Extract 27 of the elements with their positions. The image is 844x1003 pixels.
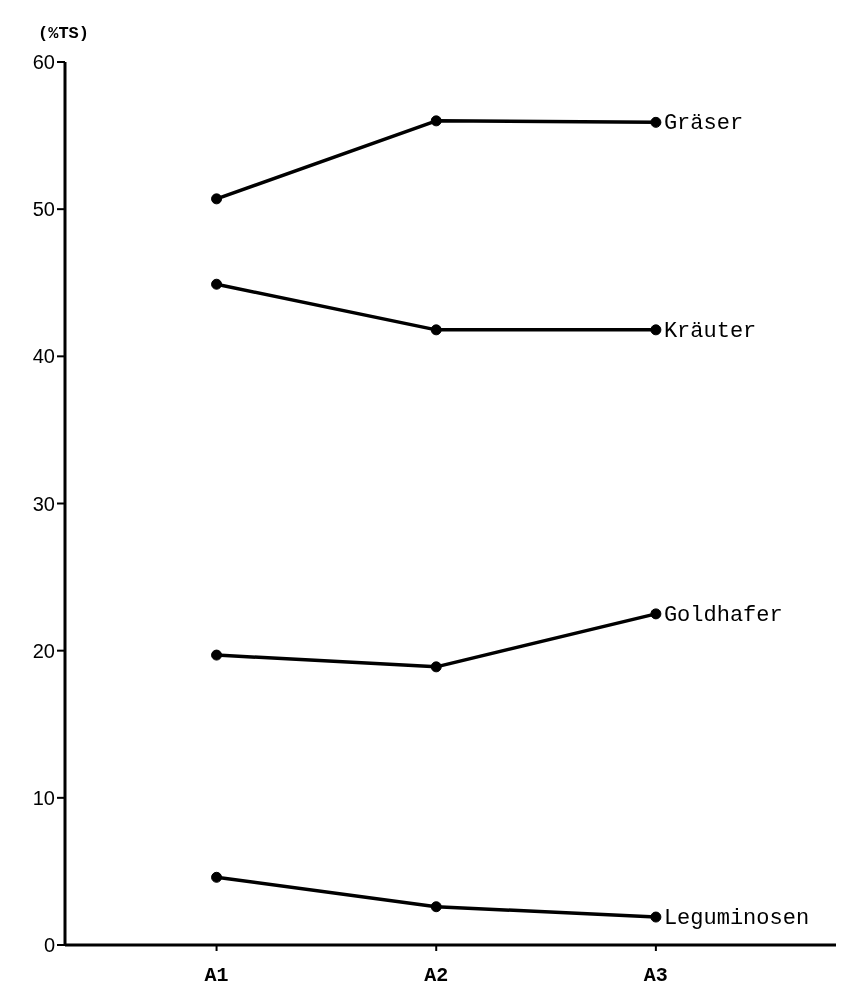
series-label: Gräser bbox=[663, 111, 744, 137]
y-tick-label: 60 bbox=[32, 51, 55, 74]
y-tick-label: 30 bbox=[32, 492, 55, 515]
series-label: Kräuter bbox=[663, 318, 757, 344]
point bbox=[430, 115, 442, 127]
point bbox=[650, 911, 662, 923]
point bbox=[211, 871, 223, 883]
point bbox=[211, 193, 223, 205]
y-tick-label: 40 bbox=[32, 345, 55, 368]
series-label: Leguminosen bbox=[663, 906, 810, 932]
point bbox=[430, 901, 442, 913]
y-tick-label: 20 bbox=[32, 639, 55, 662]
x-tick-label: A3 bbox=[643, 964, 668, 988]
point bbox=[211, 278, 223, 290]
x-tick-label: A2 bbox=[424, 964, 449, 988]
point bbox=[650, 608, 662, 620]
y-tick-label: 0 bbox=[43, 934, 55, 957]
point bbox=[650, 116, 662, 128]
x-tick-label: A1 bbox=[204, 964, 229, 988]
y-tick-label: 10 bbox=[32, 786, 55, 809]
point bbox=[430, 661, 442, 673]
y-axis-title: (%TS) bbox=[38, 24, 90, 43]
point bbox=[430, 324, 442, 336]
series-label: Goldhafer bbox=[663, 602, 783, 628]
y-tick-label: 50 bbox=[32, 198, 55, 221]
point bbox=[211, 649, 223, 661]
point bbox=[650, 324, 662, 336]
